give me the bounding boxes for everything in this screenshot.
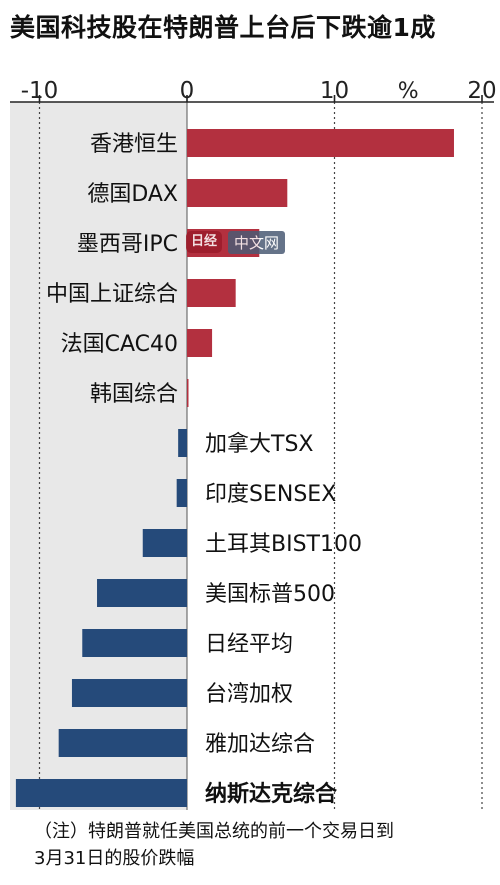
category-label: 中国上证综合 — [46, 282, 178, 307]
x-axis: -10 0 10 20% — [10, 78, 497, 104]
x-tick-label: 10 — [320, 78, 349, 104]
bar — [187, 129, 454, 157]
bar — [15, 779, 188, 807]
category-label: 加拿大TSX — [205, 431, 313, 457]
bar — [82, 629, 187, 657]
bar — [187, 279, 236, 307]
category-label: 美国标普500 — [205, 582, 335, 607]
x-tick-label: 20 — [467, 78, 496, 104]
chart-title: 美国科技股在特朗普上台后下跌逾1成 — [10, 13, 436, 42]
category-label: 纳斯达克综合 — [205, 781, 338, 807]
bar — [97, 579, 187, 607]
bar — [58, 729, 187, 757]
x-tick-label: 0 — [180, 78, 195, 104]
footnote: （注）特朗普就任美国总统的前一个交易日到 3月31日的股价跌幅 — [34, 818, 394, 872]
bar — [178, 429, 187, 457]
category-label: 印度SENSEX — [205, 482, 336, 507]
category-label: 德国DAX — [87, 182, 178, 207]
x-unit-label: % — [398, 79, 419, 104]
footnote-line-2: 3月31日的股价跌幅 — [34, 848, 195, 869]
bar — [187, 379, 189, 407]
category-label: 墨西哥IPC — [77, 232, 178, 257]
watermark-logo: 日经 中文网 — [186, 226, 386, 258]
category-label: 日经平均 — [205, 632, 293, 657]
watermark-badge: 日经 — [186, 231, 222, 253]
category-label: 雅加达综合 — [205, 732, 315, 757]
watermark-text: 中文网 — [228, 230, 286, 254]
bar — [176, 479, 187, 507]
bar — [187, 179, 288, 207]
category-label: 香港恒生 — [90, 132, 178, 157]
bars — [15, 129, 454, 807]
footnote-line-1: （注）特朗普就任美国总统的前一个交易日到 — [34, 821, 394, 842]
category-label: 土耳其BIST100 — [205, 532, 362, 557]
bar — [142, 529, 187, 557]
bar — [187, 329, 213, 357]
category-label: 韩国综合 — [90, 382, 178, 407]
bar — [71, 679, 187, 707]
category-label: 法国CAC40 — [61, 332, 178, 357]
category-label: 台湾加权 — [205, 682, 293, 707]
x-tick-label: -10 — [21, 78, 59, 104]
